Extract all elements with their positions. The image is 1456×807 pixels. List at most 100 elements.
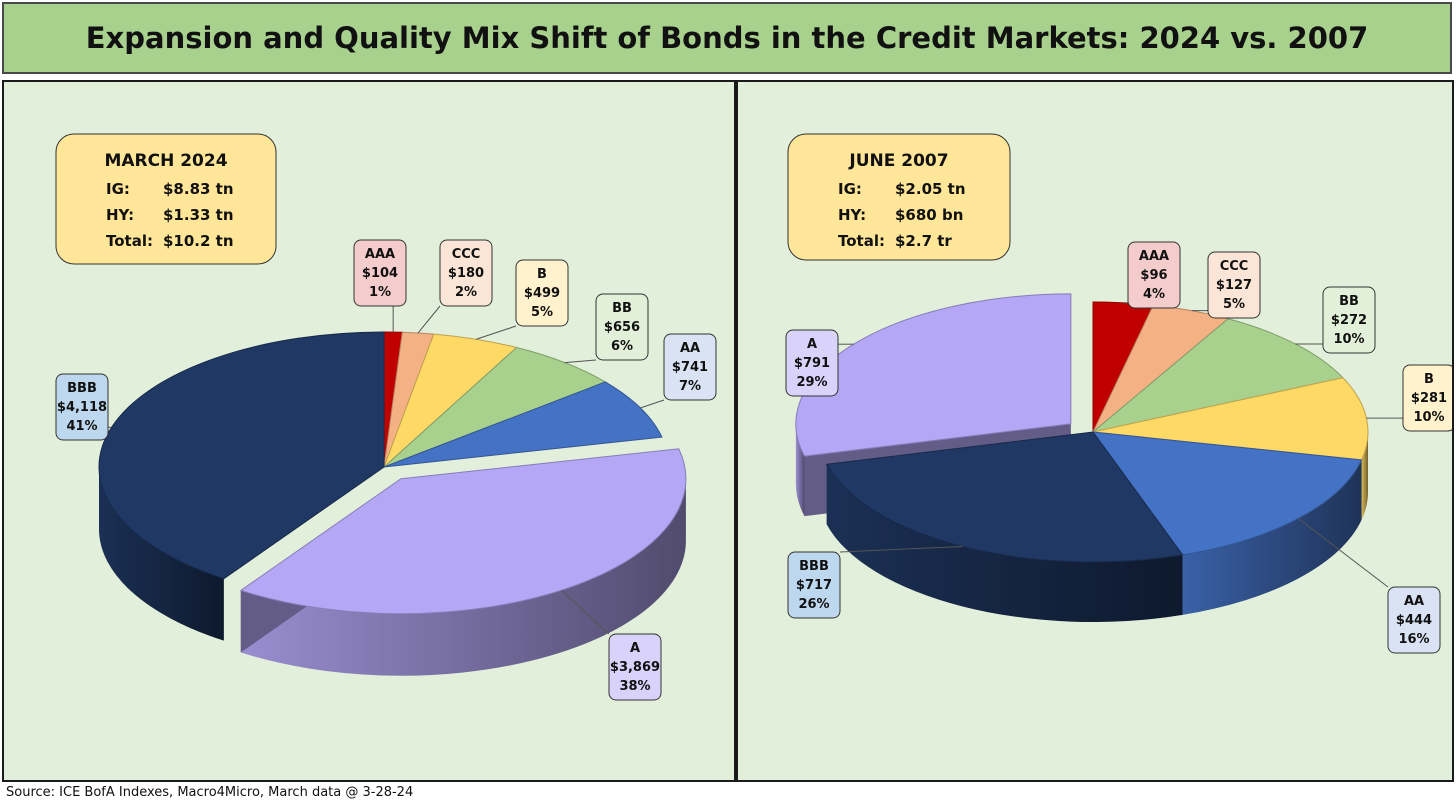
- summary-row-label: HY:: [106, 206, 134, 224]
- pie-slice-bb-2007: [1092, 318, 1344, 433]
- pie-tops-2024: [98, 331, 687, 615]
- summary-row-label: HY:: [838, 206, 866, 224]
- summary-box-2007: JUNE 2007 IG: $2.05 tn HY: $680 bn Total: $2.7…: [787, 133, 1011, 261]
- pie-panel-2024: MARCH 2024 IG: $8.83 tn HY: $1.33 tn Total: $1…: [2, 80, 736, 782]
- data-label-name: B: [537, 267, 547, 282]
- leader-line: [1298, 518, 1389, 588]
- data-label-pct: 26%: [798, 597, 829, 612]
- data-label-name: BBB: [67, 381, 97, 396]
- data-label-box-bbb: [787, 551, 841, 619]
- data-label-value: $272: [1331, 313, 1367, 328]
- summary-row-label: Total:: [838, 232, 885, 250]
- pie-chart-2007: JUNE 2007 IG: $2.05 tn HY: $680 bn Total: $2.7…: [785, 133, 1456, 654]
- data-label-box-ccc: [439, 239, 493, 307]
- data-label-name: AA: [1404, 594, 1424, 609]
- summary-row-value: $1.33 tn: [163, 206, 234, 224]
- summary-row-value: $2.05 tn: [895, 180, 966, 198]
- data-label-box-a: [785, 329, 839, 397]
- data-label-name: BB: [1339, 294, 1359, 309]
- data-label-box-bbb: [55, 373, 109, 441]
- pie-slice-a-2007: [795, 293, 1072, 457]
- leader-line: [476, 325, 517, 340]
- data-label-pct: 7%: [679, 379, 701, 394]
- data-label-value: $741: [672, 360, 708, 375]
- data-label-value: $127: [1216, 278, 1252, 293]
- data-label-pct: 5%: [531, 305, 553, 320]
- summary-row-value: $2.7 tr: [895, 232, 952, 250]
- summary-row-label: Total:: [106, 232, 153, 250]
- data-label-value: $499: [524, 286, 560, 301]
- data-label-value: $180: [448, 266, 484, 281]
- chart-title: Expansion and Quality Mix Shift of Bonds…: [85, 21, 1369, 55]
- pie-side-aa-2007: [1182, 459, 1362, 615]
- summary-box-2024: MARCH 2024 IG: $8.83 tn HY: $1.33 tn Total: $1…: [55, 133, 277, 265]
- pie-side-b-2007: [1361, 432, 1368, 520]
- data-labels-2024: AAA $104 1% CCC $180 2% B $499 5% BB $656 6% AA $741 7…: [55, 239, 717, 701]
- pie-side-a-2024: [240, 478, 686, 676]
- data-label-value: $104: [362, 266, 398, 281]
- pie-side-bbb-2007: [826, 464, 1183, 622]
- data-label-name: B: [1424, 372, 1434, 387]
- pie-tops-2007: [795, 293, 1369, 563]
- summary-row-value: $10.2 tn: [163, 232, 234, 250]
- data-label-name: CCC: [1220, 259, 1249, 274]
- data-label-box-bb: [1322, 286, 1376, 354]
- data-label-value: $3,869: [610, 660, 660, 675]
- summary-heading-2007: JUNE 2007: [848, 151, 948, 171]
- data-label-value: $4,118: [57, 400, 107, 415]
- data-label-pct: 41%: [66, 419, 97, 434]
- pie-panel-2007: JUNE 2007 IG: $2.05 tn HY: $680 bn Total: $2.7…: [736, 80, 1456, 782]
- data-label-value: $656: [604, 320, 640, 335]
- data-label-pct: 5%: [1223, 297, 1245, 312]
- data-label-value: $791: [794, 356, 830, 371]
- summary-row-value: $680 bn: [895, 206, 963, 224]
- data-label-pct: 4%: [1143, 287, 1165, 302]
- data-label-box-aaa: [353, 239, 407, 307]
- data-label-box-aa: [1387, 586, 1441, 654]
- data-label-box-b: [515, 259, 569, 327]
- data-label-pct: 2%: [455, 285, 477, 300]
- data-label-value: $717: [796, 578, 832, 593]
- data-label-name: BBB: [799, 559, 829, 574]
- data-label-name: AAA: [365, 247, 395, 262]
- data-label-name: CCC: [452, 247, 481, 262]
- pie-chart-2024: MARCH 2024 IG: $8.83 tn HY: $1.33 tn Total: $1…: [55, 133, 717, 701]
- pie-side-bbb-2024: [99, 467, 224, 641]
- data-label-box-aaa: [1127, 241, 1181, 309]
- leader-line: [640, 399, 665, 409]
- data-label-name: A: [807, 337, 817, 352]
- summary-row-value: $8.83 tn: [163, 180, 234, 198]
- leader-line: [839, 545, 963, 553]
- pie-slice-bb-2024: [383, 346, 607, 468]
- pie-slice-b-2007: [1092, 377, 1369, 461]
- data-label-name: BB: [612, 301, 632, 316]
- summary-row-label: IG:: [106, 180, 130, 198]
- leader-line: [564, 359, 597, 364]
- data-label-box-bb: [595, 293, 649, 361]
- summary-heading-2024: MARCH 2024: [104, 151, 227, 171]
- data-label-pct: 10%: [1413, 410, 1444, 425]
- pie-slice-aa-2007: [1091, 431, 1363, 556]
- pie-slice-a-2024: [239, 448, 687, 615]
- data-labels-2007: AAA $96 4% CCC $127 5% BB $272 10% B $281 10% AA $444…: [785, 241, 1456, 654]
- data-label-pct: 38%: [619, 679, 650, 694]
- data-label-name: A: [630, 641, 640, 656]
- pie-slice-bbb-2007: [825, 431, 1184, 563]
- leader-line: [417, 305, 441, 334]
- pie-side-a-2007: [795, 423, 805, 517]
- summary-row-label: IG:: [838, 180, 862, 198]
- data-label-box-aa: [663, 333, 717, 401]
- leader-line: [561, 589, 610, 635]
- data-label-value: $444: [1396, 613, 1432, 628]
- data-label-pct: 10%: [1333, 332, 1364, 347]
- data-label-name: AA: [680, 341, 700, 356]
- data-label-name: AAA: [1139, 249, 1169, 264]
- data-label-box-a: [608, 633, 662, 701]
- data-label-pct: 1%: [369, 285, 391, 300]
- data-label-value: $281: [1411, 391, 1447, 406]
- data-label-value: $96: [1140, 268, 1167, 283]
- chart-title-bar: Expansion and Quality Mix Shift of Bonds…: [2, 2, 1452, 74]
- data-label-pct: 6%: [611, 339, 633, 354]
- data-label-pct: 16%: [1398, 632, 1429, 647]
